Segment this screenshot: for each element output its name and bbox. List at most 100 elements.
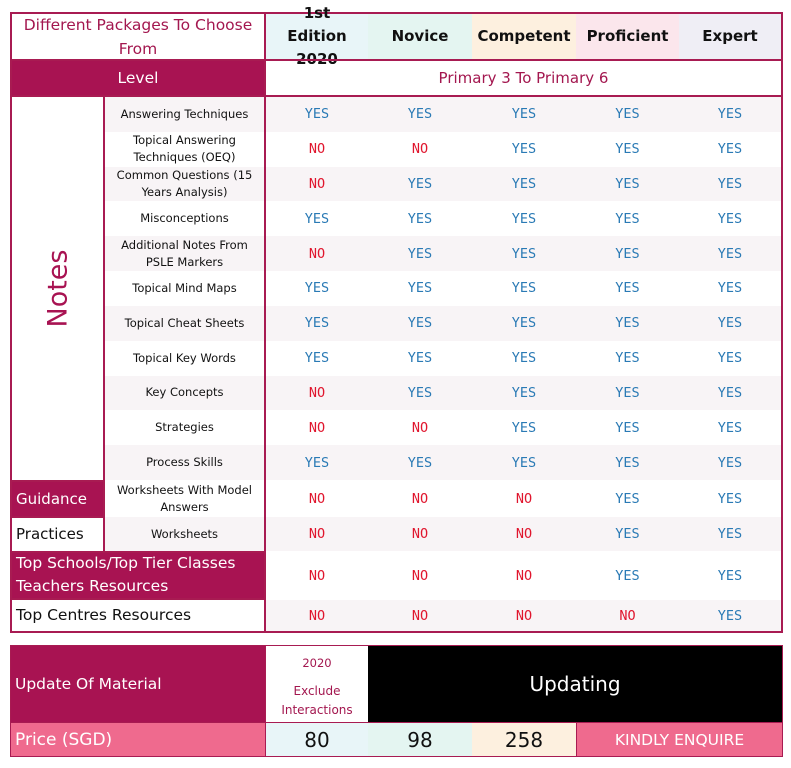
package-header-label: 1st Edition 2020	[287, 4, 347, 68]
availability-cell: YES	[679, 167, 781, 202]
feature-label: Key Concepts	[105, 376, 264, 411]
price-competent-value: 258	[504, 727, 544, 752]
availability-cell: YES	[368, 341, 472, 376]
category-guidance-label: Guidance	[16, 489, 87, 508]
availability-cell: YES	[368, 306, 472, 341]
feature-label: Additional Notes From PSLE Markers	[105, 236, 264, 271]
availability-value: NO	[515, 526, 533, 542]
availability-cell: NO	[472, 600, 576, 631]
availability-cell: YES	[368, 271, 472, 306]
availability-cell: YES	[679, 271, 781, 306]
availability-value: NO	[308, 526, 326, 542]
feature-label-text: Process Skills	[146, 455, 223, 470]
package-header: 1st Edition 2020	[266, 4, 368, 68]
availability-cell: YES	[679, 445, 781, 480]
table-row	[105, 201, 781, 237]
availability-value: YES	[615, 490, 640, 507]
feature-label-text: Topical Answering Techniques (OEQ)	[133, 133, 236, 165]
availability-cell: YES	[679, 376, 781, 411]
table-row	[105, 410, 781, 446]
availability-cell: NO	[576, 600, 679, 631]
availability-cell: YES	[576, 341, 679, 376]
feature-label-text: Additional Notes From PSLE Markers	[121, 237, 248, 269]
availability-value: YES	[615, 106, 640, 123]
availability-cell: NO	[266, 517, 368, 551]
availability-value: YES	[304, 280, 330, 297]
availability-cell: YES	[576, 236, 679, 271]
level-value-text: Primary 3 To Primary 6	[438, 69, 609, 87]
table-row	[105, 481, 781, 516]
price-novice: 98	[368, 722, 472, 756]
category-top-centres: Top Centres Resources	[12, 599, 264, 631]
update-label: Update Of Material	[11, 646, 265, 722]
availability-cell: YES	[679, 341, 781, 376]
availability-value: YES	[407, 245, 433, 262]
availability-value: YES	[511, 141, 537, 158]
feature-label-text: Topical Mind Maps	[132, 280, 237, 295]
package-header: Proficient	[576, 14, 679, 59]
availability-value: YES	[615, 245, 640, 262]
table-row	[105, 305, 781, 341]
availability-value: YES	[615, 350, 640, 367]
availability-value: YES	[717, 567, 743, 584]
availability-cell: YES	[472, 341, 576, 376]
availability-cell: YES	[266, 97, 368, 132]
level-value: Primary 3 To Primary 6	[266, 61, 781, 95]
availability-value: YES	[407, 280, 433, 297]
category-top-schools-label: Top Schools/Top Tier Classes Teachers Re…	[16, 554, 236, 595]
availability-value: YES	[717, 526, 743, 542]
feature-label-text: Topical Key Words	[133, 350, 236, 365]
availability-value: YES	[717, 490, 743, 507]
availability-cell: YES	[266, 445, 368, 480]
kindly-enquire[interactable]: KINDLY ENQUIRE	[576, 722, 782, 756]
availability-cell: NO	[266, 167, 368, 202]
availability-cell: YES	[576, 97, 679, 132]
price-competent: 258	[472, 722, 576, 756]
availability-cell: YES	[576, 517, 679, 551]
availability-value: YES	[615, 419, 640, 436]
availability-value: YES	[615, 280, 640, 297]
feature-label: Common Questions (15 Years Analysis)	[105, 167, 264, 202]
availability-cell: YES	[679, 201, 781, 236]
category-guidance: Guidance	[12, 481, 104, 516]
availability-value: NO	[515, 607, 533, 624]
comparison-table	[10, 12, 783, 633]
availability-cell: YES	[368, 97, 472, 132]
availability-value: YES	[717, 141, 743, 158]
availability-value: NO	[308, 245, 326, 262]
availability-cell: NO	[368, 481, 472, 516]
availability-value: NO	[411, 607, 429, 624]
availability-cell: YES	[472, 201, 576, 236]
table-row	[105, 97, 781, 132]
table-row	[105, 131, 781, 167]
availability-cell: NO	[368, 600, 472, 631]
feature-label: Topical Key Words	[105, 341, 264, 376]
divider	[10, 95, 783, 97]
category-notes: Notes	[12, 97, 104, 480]
divider	[10, 480, 104, 482]
availability-value: YES	[407, 454, 433, 471]
feature-label: Strategies	[105, 410, 264, 445]
availability-cell: YES	[472, 306, 576, 341]
availability-value: YES	[615, 210, 640, 227]
availability-cell: YES	[679, 553, 781, 598]
kindly-enquire-text: KINDLY ENQUIRE	[614, 730, 745, 749]
availability-value: NO	[411, 141, 429, 158]
availability-cell: YES	[266, 341, 368, 376]
availability-cell: NO	[368, 410, 472, 445]
availability-cell: YES	[472, 271, 576, 306]
availability-cell: YES	[679, 132, 781, 167]
availability-value: NO	[515, 490, 533, 507]
availability-cell: YES	[576, 132, 679, 167]
availability-value: NO	[308, 419, 326, 436]
feature-label-text: Common Questions (15 Years Analysis)	[116, 168, 253, 200]
package-header-label: Novice	[391, 27, 449, 45]
package-header: Expert	[679, 14, 781, 59]
feature-label: Misconceptions	[105, 201, 264, 236]
availability-value: YES	[407, 176, 433, 193]
availability-value: NO	[308, 384, 326, 401]
availability-value: YES	[717, 106, 743, 123]
availability-value: YES	[717, 607, 743, 624]
feature-label: Topical Mind Maps	[105, 271, 264, 306]
availability-value: YES	[717, 419, 743, 436]
